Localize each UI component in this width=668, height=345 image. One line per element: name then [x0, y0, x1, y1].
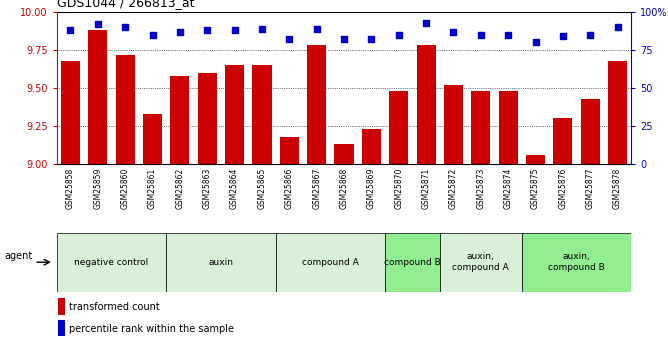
Bar — [61, 61, 80, 164]
Text: GSM25861: GSM25861 — [148, 167, 157, 209]
Point — [585, 32, 596, 38]
Point — [147, 32, 158, 38]
Point — [257, 26, 267, 31]
Text: GDS1044 / 266813_at: GDS1044 / 266813_at — [57, 0, 194, 10]
Text: GSM25874: GSM25874 — [504, 167, 512, 209]
Bar — [389, 91, 408, 164]
Bar — [166, 233, 276, 292]
Bar — [307, 46, 326, 164]
Text: GSM25869: GSM25869 — [367, 167, 376, 209]
Bar — [385, 233, 440, 292]
Bar — [553, 118, 572, 164]
Bar — [580, 99, 600, 164]
Bar — [170, 76, 190, 164]
Text: GSM25871: GSM25871 — [422, 167, 431, 209]
Text: auxin,
compound B: auxin, compound B — [548, 253, 605, 272]
Bar — [471, 91, 490, 164]
Bar — [444, 85, 463, 164]
Bar — [362, 129, 381, 164]
Text: GSM25867: GSM25867 — [312, 167, 321, 209]
Text: GSM25876: GSM25876 — [558, 167, 567, 209]
Text: agent: agent — [5, 252, 33, 261]
Text: GSM25866: GSM25866 — [285, 167, 294, 209]
Bar — [198, 73, 217, 164]
Point — [229, 28, 240, 33]
Text: GSM25873: GSM25873 — [476, 167, 485, 209]
Point — [202, 28, 212, 33]
Text: GSM25859: GSM25859 — [94, 167, 102, 209]
Bar — [57, 233, 166, 292]
Text: GSM25862: GSM25862 — [176, 167, 184, 209]
Bar — [280, 137, 299, 164]
Text: GSM25863: GSM25863 — [203, 167, 212, 209]
Point — [366, 37, 377, 42]
Point — [311, 26, 322, 31]
Bar — [143, 114, 162, 164]
Bar — [58, 320, 65, 336]
Point — [558, 33, 568, 39]
Bar — [88, 30, 108, 164]
Text: negative control: negative control — [74, 258, 148, 267]
Point — [339, 37, 349, 42]
Point — [120, 24, 130, 30]
Point — [613, 24, 623, 30]
Text: percentile rank within the sample: percentile rank within the sample — [69, 324, 234, 334]
Bar — [116, 55, 135, 164]
Bar — [526, 155, 545, 164]
Point — [421, 20, 432, 26]
Text: auxin,
compound A: auxin, compound A — [452, 253, 509, 272]
Text: auxin: auxin — [208, 258, 233, 267]
Bar — [225, 65, 244, 164]
Point — [530, 40, 541, 45]
Bar — [522, 233, 631, 292]
Text: GSM25877: GSM25877 — [586, 167, 595, 209]
Bar — [417, 46, 436, 164]
Point — [284, 37, 295, 42]
Bar — [440, 233, 522, 292]
Text: GSM25864: GSM25864 — [230, 167, 239, 209]
Point — [92, 21, 103, 27]
Bar — [498, 91, 518, 164]
Text: transformed count: transformed count — [69, 302, 160, 312]
Point — [503, 32, 514, 38]
Point — [393, 32, 404, 38]
Text: compound A: compound A — [302, 258, 359, 267]
Point — [448, 29, 459, 34]
Text: GSM25872: GSM25872 — [449, 167, 458, 209]
Point — [476, 32, 486, 38]
Text: GSM25865: GSM25865 — [257, 167, 267, 209]
Bar — [276, 233, 385, 292]
Text: GSM25868: GSM25868 — [339, 167, 349, 209]
Text: GSM25858: GSM25858 — [66, 167, 75, 209]
Bar — [608, 61, 627, 164]
Point — [65, 28, 75, 33]
Text: GSM25870: GSM25870 — [394, 167, 403, 209]
Text: GSM25875: GSM25875 — [531, 167, 540, 209]
Text: GSM25860: GSM25860 — [121, 167, 130, 209]
Bar — [253, 65, 271, 164]
Bar — [58, 298, 65, 315]
Point — [174, 29, 185, 34]
Bar — [335, 144, 353, 164]
Text: GSM25878: GSM25878 — [613, 167, 622, 209]
Text: compound B: compound B — [384, 258, 441, 267]
